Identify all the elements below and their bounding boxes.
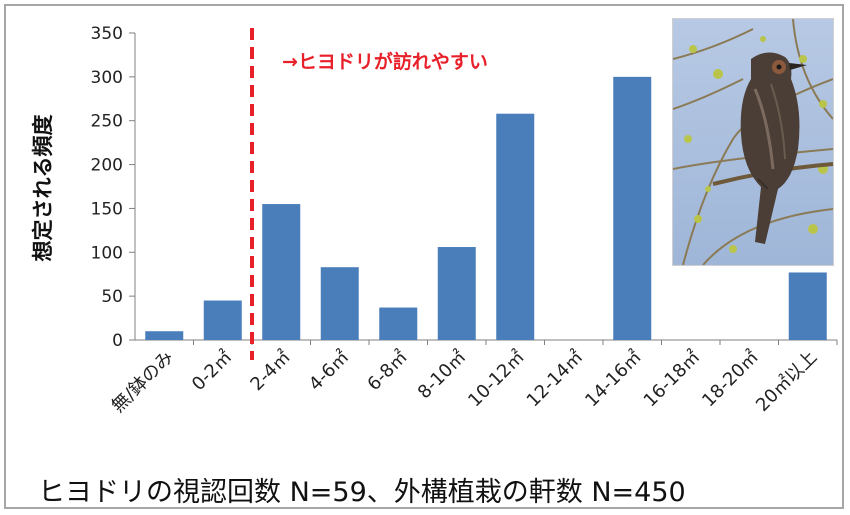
figure-caption: ヒヨドリの視認回数 N=59、外構植栽の軒数 N=450 [38,477,686,508]
y-tick-label: 0 [112,331,123,351]
x-tick-label: 12-14㎡ [522,346,587,411]
x-tick-label: 14-16㎡ [581,346,646,411]
x-tick-label: 20㎡以上 [751,346,821,416]
bar [379,307,418,340]
y-axis-title: 想定される頻度 [31,115,55,262]
bar [320,267,359,340]
threshold-annotation: →ヒヨドリが訪れやすい [282,50,488,73]
bar [145,331,184,340]
x-tick-label: 6-8㎡ [363,346,412,395]
y-tick-label: 300 [91,68,123,88]
x-tick-label: 4-6㎡ [304,346,353,395]
y-tick-label: 350 [91,24,123,44]
y-tick-label: 250 [91,112,123,132]
x-tick-label: 0-2㎡ [187,346,236,395]
x-tick-label: 8-10㎡ [413,346,470,403]
bulbul-photo [672,18,834,266]
bird-illustration [673,19,833,265]
y-tick-label: 150 [91,199,123,219]
x-tick-label: 16-18㎡ [639,346,704,411]
y-tick-label: 200 [91,156,123,176]
bar [203,300,242,340]
bar [262,204,301,340]
x-tick-label: 10-12㎡ [464,346,529,411]
bar [437,247,476,340]
bar [496,113,535,340]
y-tick-label: 50 [101,287,123,307]
y-tick-label: 100 [91,243,123,263]
bar [613,76,652,340]
bar [788,272,827,340]
x-tick-label: 無/鉢のみ [108,347,178,417]
